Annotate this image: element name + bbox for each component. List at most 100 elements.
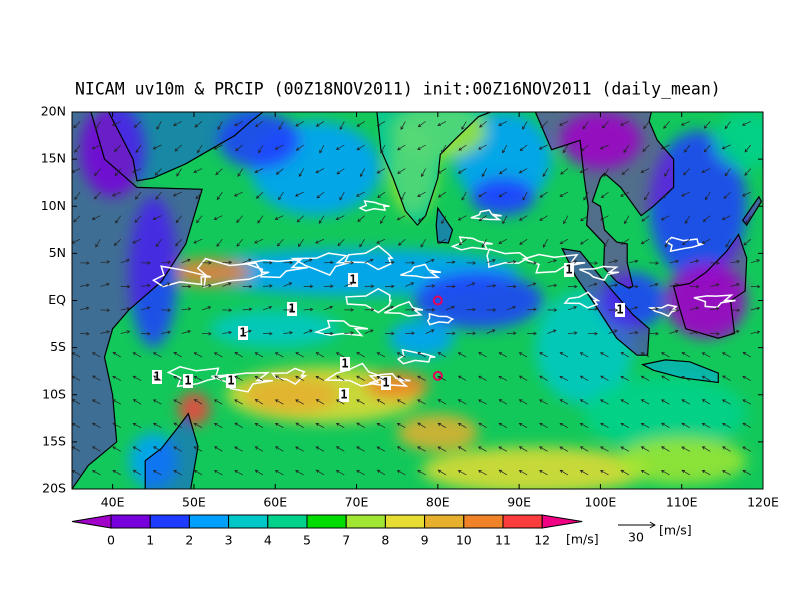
wind-vector	[620, 422, 630, 429]
contour-label-box	[348, 273, 358, 287]
wind-vector	[175, 238, 182, 247]
wind-vector	[417, 144, 426, 150]
colorbar-label: 1	[146, 533, 154, 548]
colorbar-triangle	[541, 514, 583, 529]
field-patch	[421, 446, 650, 489]
colorbar-triangle	[71, 514, 112, 529]
field-patch	[389, 319, 455, 358]
wind-vector	[91, 422, 101, 429]
wind-vector	[582, 121, 589, 130]
wind-vector	[701, 375, 711, 381]
wind-vector	[356, 399, 365, 405]
wind-vector	[498, 191, 508, 198]
colorbar-label: 0	[107, 533, 115, 548]
wind-vector	[478, 144, 487, 150]
wind-vector	[92, 375, 101, 381]
contour-label: 1	[239, 326, 246, 340]
wind-vector	[441, 144, 447, 154]
wind-vector	[640, 470, 650, 476]
lon-tick-label: 70E	[345, 495, 369, 510]
wind-vector	[425, 258, 435, 264]
wind-vector	[669, 308, 680, 312]
wind-vector	[518, 168, 528, 174]
wind-vector	[173, 422, 182, 429]
wind-vector	[94, 191, 101, 200]
wind-vector	[457, 399, 467, 405]
wind-vector	[681, 399, 690, 405]
wind-vector	[397, 168, 406, 174]
wind-vector	[599, 470, 609, 476]
wind-vector	[486, 308, 497, 312]
site-marker	[432, 370, 443, 381]
wind-vector	[730, 308, 741, 312]
wind-vector	[295, 399, 304, 405]
colorbar-label: 11	[495, 533, 511, 548]
wind-vector	[689, 330, 700, 335]
wind-vector	[72, 168, 81, 173]
wind-vector	[174, 144, 182, 152]
wind-vector	[458, 144, 467, 151]
wind-vector	[588, 261, 598, 265]
wind-vector	[193, 469, 203, 476]
wind-vector	[425, 308, 436, 312]
wind-vector	[175, 215, 182, 224]
wind-vector	[173, 375, 182, 381]
precip-contour	[521, 253, 586, 274]
precip-contour	[313, 319, 369, 337]
wind-vector	[254, 168, 264, 173]
wind-vector	[681, 446, 690, 452]
wind-vector	[376, 469, 386, 476]
wind-vector	[278, 191, 284, 201]
wind-vector	[703, 144, 711, 153]
wind-vector	[384, 260, 395, 265]
wind-vector	[662, 191, 670, 199]
wind-vector	[400, 121, 406, 130]
wind-vector	[603, 168, 609, 177]
wind-vector	[624, 215, 630, 225]
wind-vector	[356, 470, 365, 476]
wind-vector	[152, 399, 162, 405]
lat-tick-label: 15S	[42, 433, 66, 448]
wind-vector	[478, 422, 487, 429]
wind-vector	[80, 332, 90, 336]
wind-vector	[335, 215, 345, 221]
wind-vector	[397, 238, 406, 246]
wind-vector	[498, 422, 508, 429]
wind-vector	[478, 446, 487, 452]
wind-vector	[222, 260, 233, 265]
wind-vector	[133, 121, 142, 128]
colorbar-box	[384, 514, 426, 529]
wind-vector	[356, 422, 365, 429]
wind-vector	[283, 308, 294, 312]
wind-vector	[722, 422, 731, 429]
wind-vector	[262, 331, 273, 336]
precip-contour	[196, 257, 270, 288]
wind-vector	[579, 423, 589, 429]
wind-vector	[563, 215, 569, 225]
wind-vector	[579, 168, 589, 174]
wind-vector	[640, 423, 650, 429]
wind-vector	[132, 352, 142, 358]
wind-vector	[222, 330, 233, 335]
wind-vector	[601, 121, 609, 129]
wind-vector	[233, 191, 243, 197]
contour-label-box	[340, 357, 350, 371]
wind-vector	[113, 144, 122, 153]
wind-vector	[364, 284, 375, 288]
wind-vector	[172, 191, 182, 197]
wind-vector	[356, 446, 365, 452]
wind-vector	[141, 261, 151, 265]
wind-vector	[437, 446, 447, 452]
wind-vector	[518, 215, 528, 221]
wind-vector	[214, 375, 223, 381]
wind-vector	[506, 260, 517, 264]
wind-vector	[72, 238, 81, 244]
coastline	[72, 112, 203, 489]
wind-vector	[704, 191, 711, 201]
wind-vector	[437, 399, 447, 405]
wind-vector	[323, 331, 334, 336]
wind-vector	[274, 423, 284, 429]
wind-vector	[111, 121, 121, 126]
wind-vector	[120, 330, 131, 334]
contour-label: 1	[349, 273, 356, 287]
